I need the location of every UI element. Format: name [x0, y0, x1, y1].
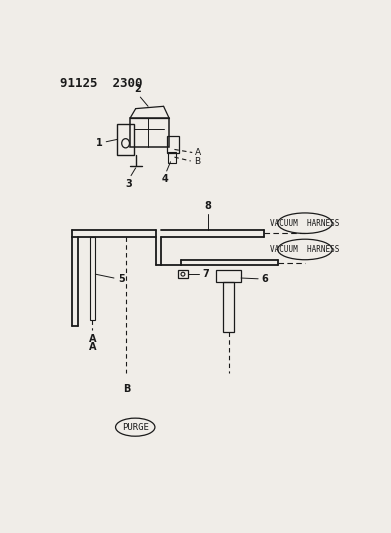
- Text: 2: 2: [135, 84, 142, 94]
- Text: 6: 6: [261, 274, 268, 284]
- Bar: [130, 118, 169, 147]
- Text: 7: 7: [202, 269, 209, 279]
- Bar: [216, 270, 241, 282]
- Bar: [168, 152, 176, 163]
- Bar: [90, 237, 95, 320]
- Text: B: B: [123, 384, 130, 393]
- Bar: [117, 124, 134, 155]
- Text: VACUUM  HARNESS: VACUUM HARNESS: [270, 245, 340, 254]
- Bar: [178, 270, 188, 278]
- Text: A: A: [196, 148, 201, 157]
- Bar: [223, 282, 234, 332]
- Text: 1: 1: [96, 138, 103, 148]
- Text: PURGE: PURGE: [122, 423, 149, 432]
- Text: 4: 4: [162, 174, 169, 184]
- Text: 3: 3: [126, 179, 132, 189]
- Text: B: B: [194, 157, 200, 166]
- Text: VACUUM  HARNESS: VACUUM HARNESS: [270, 219, 340, 228]
- Text: 5: 5: [118, 274, 125, 284]
- Bar: [167, 135, 179, 152]
- Text: A: A: [88, 342, 96, 352]
- Text: 91125  2300: 91125 2300: [60, 77, 142, 90]
- Text: A: A: [88, 334, 96, 344]
- Text: 8: 8: [204, 201, 211, 211]
